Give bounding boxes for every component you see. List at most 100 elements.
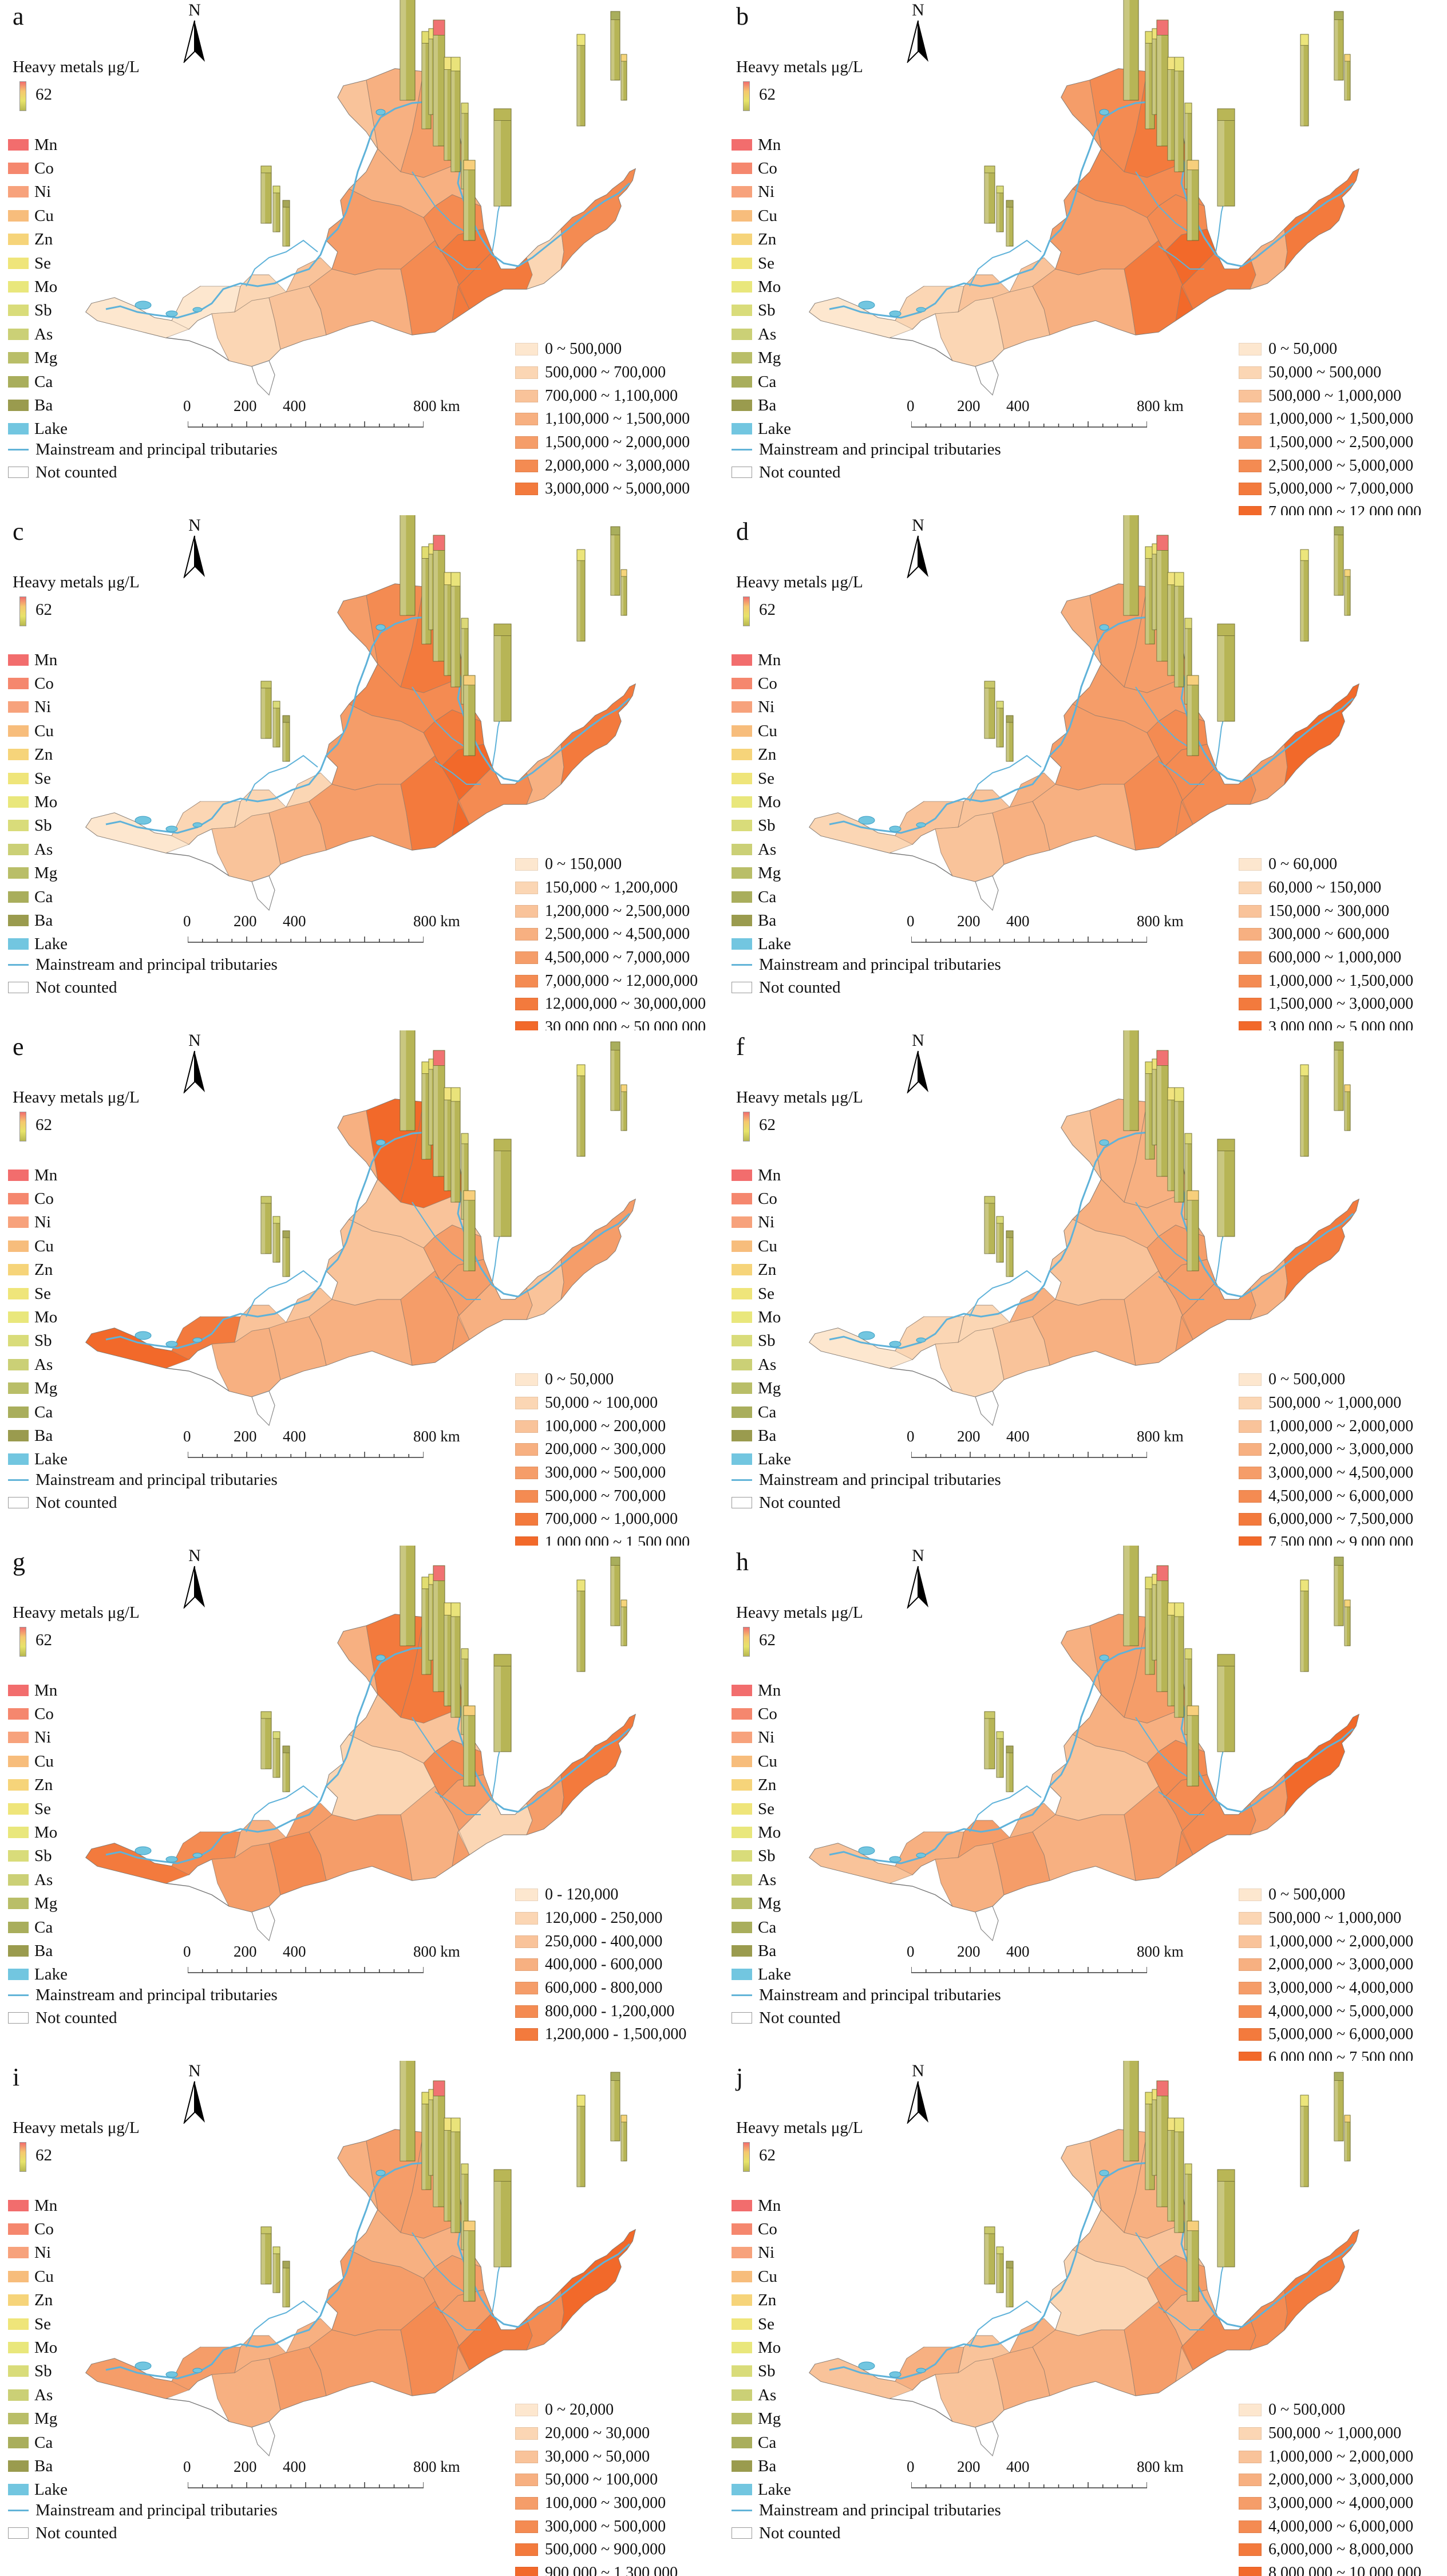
not-counted-label: Not counted <box>35 2524 117 2542</box>
metal-bar-highlight <box>1152 544 1156 630</box>
sub-basin-boundary <box>1032 1831 1050 1881</box>
sub-basin-boundary <box>331 268 401 275</box>
metal-bar-highlight <box>1157 1050 1161 1176</box>
tributary-line <box>412 171 470 235</box>
lake <box>1099 1139 1109 1146</box>
metal-legend-item: Co <box>732 1702 791 1725</box>
metal-label: Ni <box>758 698 774 717</box>
metal-bar-highlight <box>283 200 286 246</box>
tributary-line <box>1158 1791 1204 1815</box>
metal-legend-item: Ba <box>732 1424 791 1447</box>
class-swatch <box>515 2497 538 2510</box>
sub-basin-boundary <box>992 297 1005 350</box>
lake <box>165 1341 178 1348</box>
metal-bar-highlight <box>400 1030 406 1131</box>
sub-basin-boundary <box>309 286 327 335</box>
metal-bar <box>1217 2169 1235 2267</box>
lake <box>375 2170 386 2176</box>
sub-basin-boundary <box>560 1774 564 1815</box>
tributaries-legend: Mainstream and principal tributaries <box>732 953 1001 976</box>
metal-bar <box>400 1030 416 1131</box>
gradient-max-label: 62 <box>35 600 52 619</box>
metal-legend-item: Lake <box>8 1448 68 1471</box>
class-legend-item: 0 ~ 20,000 <box>515 2399 678 2422</box>
metal-bar-highlight <box>429 544 432 630</box>
lake <box>135 301 152 310</box>
metal-swatch <box>8 820 29 832</box>
metal-swatch <box>8 1382 29 1394</box>
tributaries-label: Mainstream and principal tributaries <box>759 955 1001 974</box>
metal-bar-cap <box>620 1599 627 1607</box>
metal-legend-item: Ni <box>8 1726 68 1749</box>
north-arrow-icon <box>907 1566 928 1610</box>
metal-legend-item: Lake <box>732 2478 791 2502</box>
metal-label: Mo <box>34 1308 58 1327</box>
scale-label: 400 <box>283 2458 306 2475</box>
class-label: 500,000 ~ 1,000,000 <box>1268 386 1402 405</box>
metal-bar-cap <box>260 1196 272 1204</box>
metal-bar-highlight <box>621 54 623 100</box>
class-swatch <box>1239 2028 1262 2041</box>
sub-basin-region <box>1250 1774 1288 1835</box>
metal-swatch <box>732 1406 752 1418</box>
not-counted-label: Not counted <box>35 2009 117 2027</box>
class-legend: 0 ~ 150,000 150,000 ~ 1,200,000 1,200,000 … <box>515 853 706 1030</box>
class-label: 3,000,000 ~ 4,000,000 <box>1268 1979 1414 1997</box>
metal-legend-item: Mg <box>732 862 791 885</box>
metal-bar-highlight <box>451 572 455 687</box>
sub-basin-boundary <box>526 257 533 290</box>
metal-label: Lake <box>758 1450 791 1469</box>
class-legend: 0 - 120,000 120,000 - 250,000 250,000 - 40… <box>515 1883 686 2046</box>
metal-bar-highlight <box>1185 103 1188 189</box>
metal-swatch <box>732 139 752 151</box>
class-swatch <box>515 1935 538 1948</box>
class-swatch <box>1239 858 1262 871</box>
metal-legend-item: As <box>732 322 791 346</box>
sub-basin-boundary <box>400 586 424 688</box>
metal-legend-item: Cu <box>8 719 68 742</box>
metal-bar-highlight <box>1187 675 1192 756</box>
class-label: 2,500,000 ~ 4,500,000 <box>545 925 690 943</box>
metals-legend: Mn Co Ni Cu Zn Se Mo Sb As Mg Ca Ba Lake <box>8 2194 68 2502</box>
metal-label: Cu <box>34 206 54 225</box>
sub-basin-region <box>560 1714 636 1816</box>
metal-bar-cap <box>620 54 627 62</box>
heavy-metals-gradient <box>743 1112 750 1141</box>
metal-legend-item: Ca <box>8 2431 68 2454</box>
scale-label: 800 km <box>1137 1428 1184 1445</box>
metal-swatch <box>732 2199 752 2211</box>
metal-label: Sb <box>34 301 52 320</box>
metal-bar-cap <box>1217 2169 1235 2182</box>
class-swatch <box>515 1888 538 1902</box>
heavy-metals-legend-title: Heavy metals μg/L <box>736 1603 863 1622</box>
metal-bar-highlight <box>429 1059 432 1145</box>
metal-bar-highlight <box>261 166 266 223</box>
class-legend-item: 300,000 ~ 600,000 <box>1239 923 1413 946</box>
metal-swatch <box>732 1874 752 1886</box>
lake <box>165 1856 178 1863</box>
metal-swatch <box>8 305 29 317</box>
metal-bar-cap <box>450 1087 461 1102</box>
class-swatch <box>1239 882 1262 895</box>
metal-legend-item: As <box>8 1353 68 1376</box>
metal-label: Sb <box>34 1847 52 1866</box>
metal-legend-item: Ca <box>732 370 791 393</box>
metal-bar-highlight <box>433 1050 438 1176</box>
metal-bar-cap <box>1300 549 1309 561</box>
metal-swatch <box>8 1453 29 1465</box>
sub-basin-boundary <box>1124 1814 1136 1881</box>
lake <box>916 307 926 313</box>
metal-legend-item: As <box>8 1868 68 1891</box>
class-swatch <box>1239 2052 1262 2061</box>
metal-legend-item: Sb <box>8 2360 68 2383</box>
class-legend-item: 600,000 ~ 1,000,000 <box>1239 946 1413 970</box>
tributary-line <box>246 239 318 287</box>
class-swatch <box>1239 904 1262 918</box>
river-line-swatch <box>8 963 29 966</box>
metal-label: Mg <box>758 2409 781 2428</box>
class-label: 3,000,000 ~ 5,000,000 <box>545 480 690 498</box>
metal-legend-item: Ba <box>732 908 791 932</box>
sub-basin-boundary <box>1175 1797 1216 1867</box>
metal-swatch <box>8 1755 29 1767</box>
class-swatch <box>1239 1490 1262 1503</box>
